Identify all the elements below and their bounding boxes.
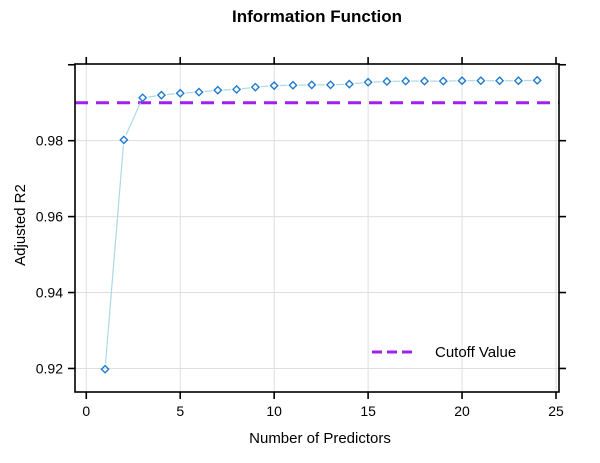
tick-layer	[68, 57, 566, 399]
data-point-marker	[156, 90, 167, 100]
series-line-segment	[148, 95, 157, 98]
series-line-segment	[354, 82, 363, 85]
x-axis-title: Number of Predictors	[249, 430, 391, 447]
data-point-marker	[325, 80, 336, 90]
data-point-marker	[513, 76, 524, 86]
data-point-marker	[363, 77, 373, 87]
grid-layer	[75, 64, 559, 392]
series-line-segment	[260, 85, 269, 88]
y-tick-label: 0.98	[36, 133, 63, 149]
y-axis-title: Adjusted R2	[12, 184, 29, 266]
data-point-marker	[382, 76, 392, 87]
data-point-marker	[307, 80, 317, 90]
data-point-marker	[213, 85, 223, 95]
data-point-marker	[250, 82, 260, 92]
data-point-marker	[175, 88, 185, 98]
chart-title: Information Function	[232, 7, 402, 26]
x-tick-label: 15	[360, 403, 376, 419]
y-tick-label: 0.96	[36, 209, 63, 225]
x-tick-label: 10	[266, 403, 282, 419]
tick-label-layer: 0 5 10 15 20 25 0.92 0.94 0.96 0.98	[36, 133, 564, 419]
x-tick-label: 20	[454, 403, 470, 419]
series-line-segment	[204, 90, 213, 93]
data-point-marker	[288, 80, 298, 90]
data-point-marker	[269, 81, 279, 91]
data-point-marker	[476, 76, 486, 86]
x-tick-label: 5	[176, 403, 184, 419]
data-point-marker	[231, 84, 242, 95]
data-point-marker	[401, 76, 411, 86]
legend-label: Cutoff Value	[435, 344, 516, 361]
data-point-marker	[344, 79, 354, 89]
x-tick-label: 0	[82, 403, 90, 419]
y-tick-label: 0.92	[36, 360, 63, 376]
y-tick-label: 0.94	[36, 285, 63, 301]
data-point-marker	[138, 93, 148, 103]
data-point-marker	[194, 87, 204, 97]
series-line-segment	[166, 93, 175, 96]
series-layer	[100, 75, 542, 374]
series-line-segment	[241, 87, 250, 90]
x-tick-label: 25	[548, 403, 564, 419]
data-point-marker	[419, 76, 430, 86]
data-point-marker	[532, 75, 542, 85]
series-line-segment	[125, 102, 141, 136]
data-point-marker	[457, 76, 467, 86]
series-line-segment	[104, 145, 124, 364]
legend: Cutoff Value	[372, 344, 516, 361]
data-point-marker	[119, 135, 129, 145]
data-point-marker	[495, 76, 505, 86]
plot-box	[74, 63, 560, 393]
plot-box-border	[74, 63, 560, 393]
data-point-marker	[438, 76, 448, 86]
data-point-marker	[100, 364, 110, 374]
